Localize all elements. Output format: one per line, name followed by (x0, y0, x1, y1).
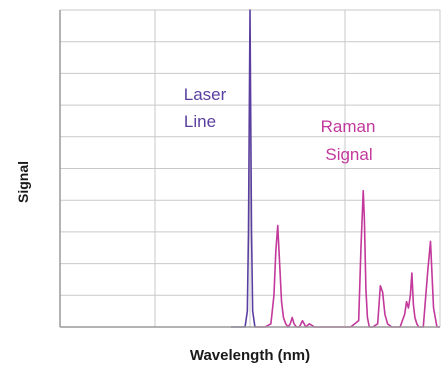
laser-annotation-line2: Line (184, 112, 216, 131)
series-line-laser-line (231, 9, 257, 328)
chart-series (231, 9, 440, 328)
laser-annotation-line1: Laser (184, 85, 227, 104)
laser-line-annotation: Laser Line (184, 85, 227, 131)
x-axis-label: Wavelength (nm) (190, 347, 310, 364)
raman-annotation-line2: Signal (325, 145, 372, 164)
y-axis-label: Signal (15, 161, 31, 203)
raman-annotation-line1: Raman (321, 117, 376, 136)
series-line-raman-signal (256, 189, 440, 328)
chart-axes (59, 10, 440, 328)
raman-signal-annotation: Raman Signal (321, 117, 376, 164)
